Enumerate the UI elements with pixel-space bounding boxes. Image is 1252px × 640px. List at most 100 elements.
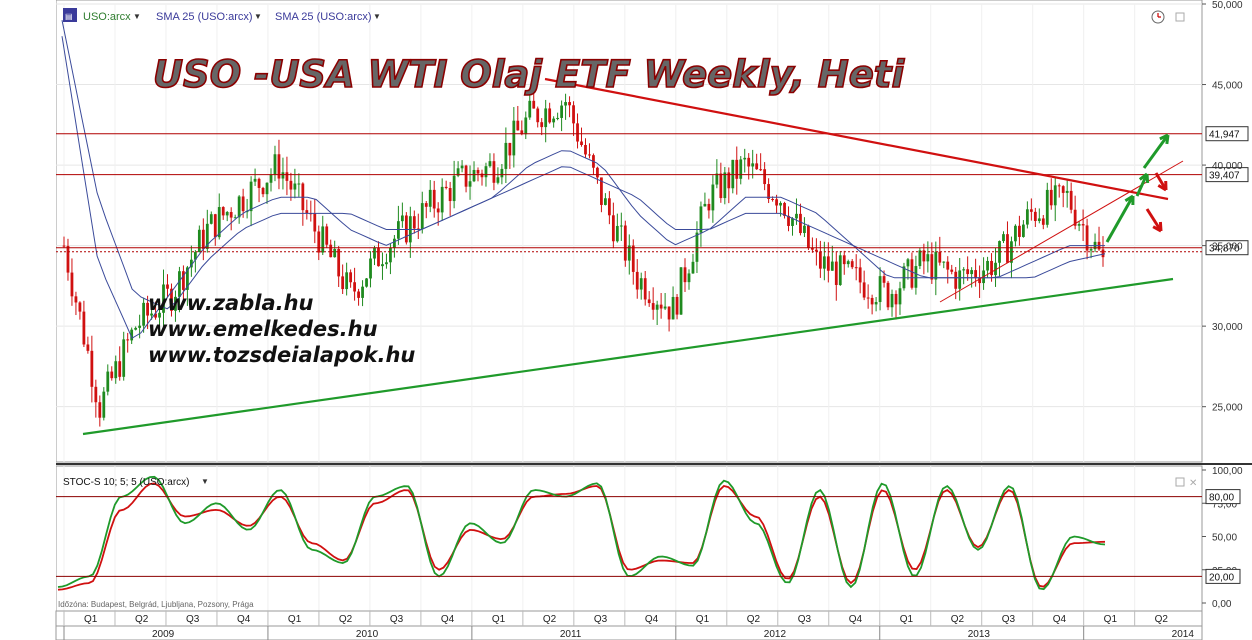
candle-body (544, 108, 548, 128)
legend-sma-2-dropdown-icon[interactable]: ▼ (373, 12, 381, 21)
candle-body (970, 270, 974, 275)
stoch-tick-label: 50,00 (1212, 533, 1237, 544)
candle-body (341, 276, 345, 290)
candle-body (94, 386, 98, 403)
candle-body (886, 282, 890, 308)
sma-lines (61, 20, 1106, 339)
candle-body (775, 199, 778, 206)
legend-sma-1[interactable]: SMA 25 (USO:arcx) (156, 11, 253, 23)
candle-body (635, 271, 639, 290)
candle-body (846, 261, 850, 265)
candle-body (174, 296, 177, 311)
candle-body (285, 172, 289, 181)
candle-body (189, 259, 193, 268)
candle-body (735, 159, 739, 179)
year-label: 2013 (968, 629, 991, 640)
candle-body (78, 302, 82, 312)
candle-body (842, 255, 846, 265)
candle-body (213, 214, 217, 238)
candle-body (958, 270, 962, 289)
main-panel-frame (55, 0, 1203, 463)
stoch-tick-label: 100,00 (1212, 466, 1243, 477)
quarter-label: Q4 (441, 614, 455, 625)
stoch-level-label: 20,00 (1209, 572, 1234, 583)
candle-body (225, 212, 229, 216)
arrow-down-2 (1145, 208, 1163, 232)
clock-hand (1157, 13, 1161, 18)
candle-body (273, 154, 277, 175)
candle-body (623, 225, 627, 261)
candle-body (755, 163, 759, 170)
main-legend: ▤ USO:arcx ▼ SMA 25 (USO:arcx) ▼ SMA 25 … (63, 8, 1185, 24)
quarter-label: Q1 (1104, 614, 1118, 625)
stoch-restore-icon[interactable] (1175, 477, 1185, 487)
candle-body (261, 187, 265, 195)
stoch-legend[interactable]: STOC-S 10; 5; 5 (USO:arcx) (63, 477, 190, 488)
candle-body (516, 120, 520, 131)
quarter-label: Q4 (849, 614, 863, 625)
candle-body (1037, 218, 1041, 222)
candle-body (974, 270, 978, 279)
legend-sma-1-dropdown-icon[interactable]: ▼ (254, 12, 262, 21)
candle-body (870, 297, 874, 305)
candle-body (707, 203, 711, 211)
candle-body (337, 249, 341, 277)
level-label: 41,947 (1209, 130, 1240, 141)
candle-body (90, 350, 94, 387)
candle-body (86, 344, 90, 351)
candle-body (946, 261, 950, 270)
price-axis: 50,000 45,000 40,000 35,000 30,000 25,000 (1202, 0, 1243, 414)
candle-body (994, 262, 997, 276)
candle-body (106, 371, 110, 392)
candle-body (890, 293, 894, 308)
candle-body (488, 161, 492, 167)
candle-body (122, 339, 126, 377)
legend-symbol-dropdown-icon[interactable]: ▼ (133, 12, 141, 21)
arrow-up-3 (1142, 134, 1170, 169)
candle-body (615, 225, 619, 242)
candle-body (385, 262, 388, 265)
candle-body (858, 267, 862, 283)
candle-body (476, 169, 480, 174)
candle-body (998, 241, 1001, 263)
candle-body (1010, 241, 1013, 263)
candle-body (229, 212, 233, 218)
arrow-down-1-head (1157, 180, 1168, 192)
candle-body (424, 203, 428, 207)
candle-body (679, 267, 683, 315)
candle-body (874, 302, 878, 305)
candle-body (767, 184, 771, 199)
price-tick-label: 25,000 (1212, 403, 1243, 414)
candle-body (918, 250, 922, 267)
candle-body (930, 254, 934, 280)
candle-body (787, 215, 790, 226)
candle-body (906, 259, 910, 267)
restore-icon[interactable] (1175, 12, 1185, 22)
candle-body (440, 186, 444, 213)
stoch-legend-dropdown-icon[interactable]: ▼ (201, 477, 209, 486)
chart-app-icon[interactable] (63, 8, 77, 22)
candle-body (253, 178, 257, 182)
candle-body (1077, 224, 1081, 226)
legend-symbol[interactable]: USO:arcx (83, 11, 131, 23)
candle-body (102, 391, 106, 418)
candle-body (313, 213, 317, 232)
candle-body (400, 215, 404, 222)
candle-body (619, 225, 623, 227)
candle-body (894, 293, 898, 305)
candle-body (667, 306, 671, 320)
stoch-close-icon[interactable]: ✕ (1189, 478, 1197, 489)
year-label: 2011 (560, 629, 582, 640)
quarter-label: Q3 (1002, 614, 1016, 625)
candle-body (349, 272, 353, 283)
legend-sma-2[interactable]: SMA 25 (USO:arcx) (275, 11, 372, 23)
candle-body (154, 313, 157, 318)
candle-body (404, 215, 408, 243)
candle-body (779, 202, 782, 206)
candle-body (1049, 189, 1053, 206)
candle-body (114, 361, 118, 379)
candle-body (990, 260, 993, 276)
candle-body (448, 188, 452, 202)
quarter-label: Q3 (798, 614, 812, 625)
